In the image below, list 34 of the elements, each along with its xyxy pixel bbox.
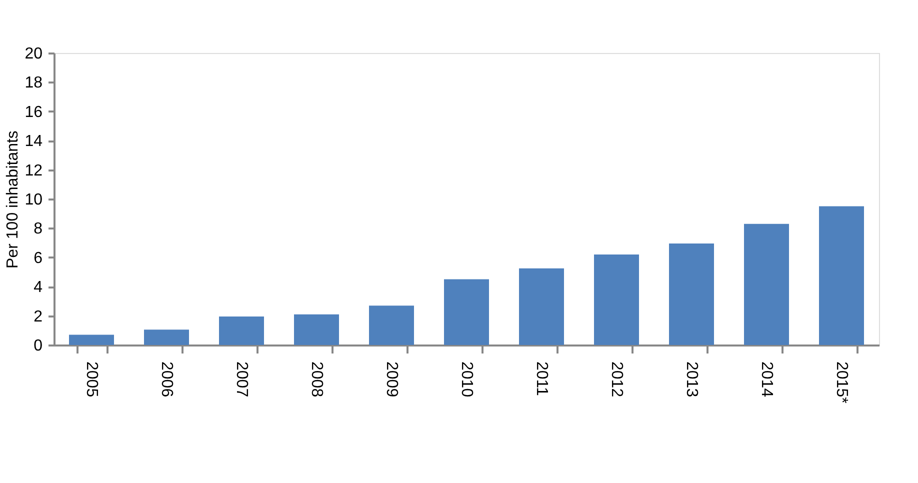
bar bbox=[519, 268, 564, 345]
bar bbox=[144, 330, 189, 345]
x-tick-label: 2005 bbox=[83, 362, 100, 398]
x-tick-label: 2008 bbox=[308, 362, 325, 398]
y-axis-title: Per 100 inhabitants bbox=[4, 130, 22, 268]
bar bbox=[819, 206, 864, 345]
y-tick-label: 20 bbox=[24, 46, 43, 62]
x-tick-label: 2013 bbox=[683, 362, 700, 398]
bar bbox=[594, 254, 639, 345]
y-tick-label: 4 bbox=[34, 279, 43, 296]
bar bbox=[69, 334, 114, 345]
bar bbox=[369, 306, 414, 345]
y-tick-label: 14 bbox=[24, 133, 43, 150]
bar bbox=[669, 244, 714, 345]
bar bbox=[294, 314, 339, 345]
x-tick-label: 2015* bbox=[833, 362, 850, 404]
x-tick-label: 2006 bbox=[158, 362, 175, 398]
x-tick-label: 2011 bbox=[533, 362, 550, 396]
bar bbox=[219, 316, 264, 345]
y-tick-label: 0 bbox=[34, 338, 43, 354]
bar bbox=[444, 279, 489, 345]
y-tick-label: 12 bbox=[24, 162, 43, 180]
y-tick-label: 2 bbox=[34, 308, 43, 326]
y-tick-label: 8 bbox=[34, 220, 43, 238]
x-tick-label: 2009 bbox=[383, 362, 400, 398]
y-tick-label: 6 bbox=[34, 250, 43, 267]
bar bbox=[744, 224, 789, 345]
x-tick-label: 2014 bbox=[758, 362, 775, 398]
y-tick-label: 16 bbox=[24, 104, 43, 121]
x-tick-label: 2010 bbox=[458, 362, 475, 398]
x-tick-label: 2007 bbox=[233, 362, 250, 398]
y-tick-label: 18 bbox=[24, 74, 43, 92]
y-tick-label: 10 bbox=[24, 192, 43, 208]
x-tick-label: 2012 bbox=[608, 362, 625, 398]
